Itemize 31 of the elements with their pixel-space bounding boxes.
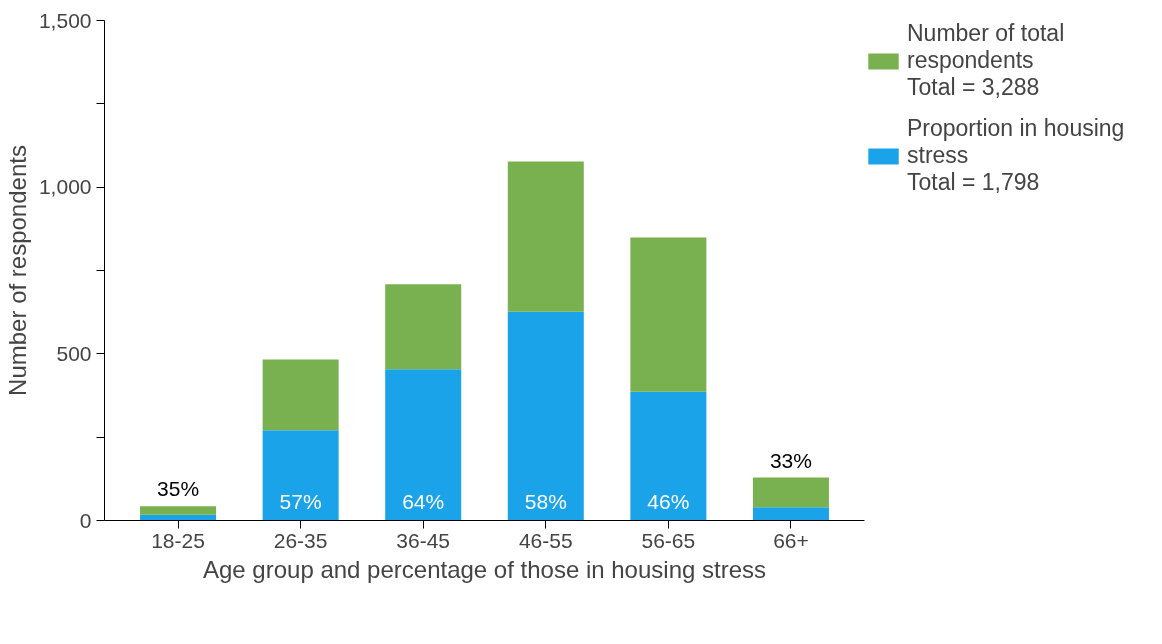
bar xyxy=(140,506,217,515)
bar xyxy=(752,477,829,508)
y-tick-label: 1,000 xyxy=(38,175,92,199)
x-axis-title: Age group and percentage of those in housing stress xyxy=(202,555,767,583)
annotation: 33% xyxy=(769,448,812,472)
bar xyxy=(630,237,707,392)
annotation: 46% xyxy=(647,489,690,513)
bar xyxy=(507,161,584,312)
y-tick-label: 500 xyxy=(56,341,92,365)
x-tick-label: 18-25 xyxy=(151,528,205,552)
bar xyxy=(752,507,829,521)
x-tick-label: 46-55 xyxy=(518,528,573,552)
legend-label: Proportion in housing stress Total = 1,798 xyxy=(907,115,1125,196)
x-tick-label: 36-45 xyxy=(396,528,451,552)
annotation: 64% xyxy=(402,489,445,513)
y-tick-label: 1,500 xyxy=(38,8,92,32)
annotation: 35% xyxy=(157,477,200,501)
bar xyxy=(262,359,339,431)
annotation: 58% xyxy=(524,489,567,513)
bar xyxy=(262,430,339,521)
y-tick-label: 0 xyxy=(79,508,92,532)
bar xyxy=(507,311,584,521)
legend-label: Number of total respondents Total = 3,288 xyxy=(907,20,1065,101)
bar xyxy=(385,369,462,521)
y-axis-title: Number of respondents xyxy=(3,145,31,396)
bar xyxy=(385,284,462,370)
x-tick-label: 56-65 xyxy=(641,528,696,552)
bar xyxy=(630,391,707,521)
x-tick-label: 26-35 xyxy=(273,528,328,552)
x-tick-label: 66+ xyxy=(773,528,809,552)
annotation: 57% xyxy=(279,489,322,513)
